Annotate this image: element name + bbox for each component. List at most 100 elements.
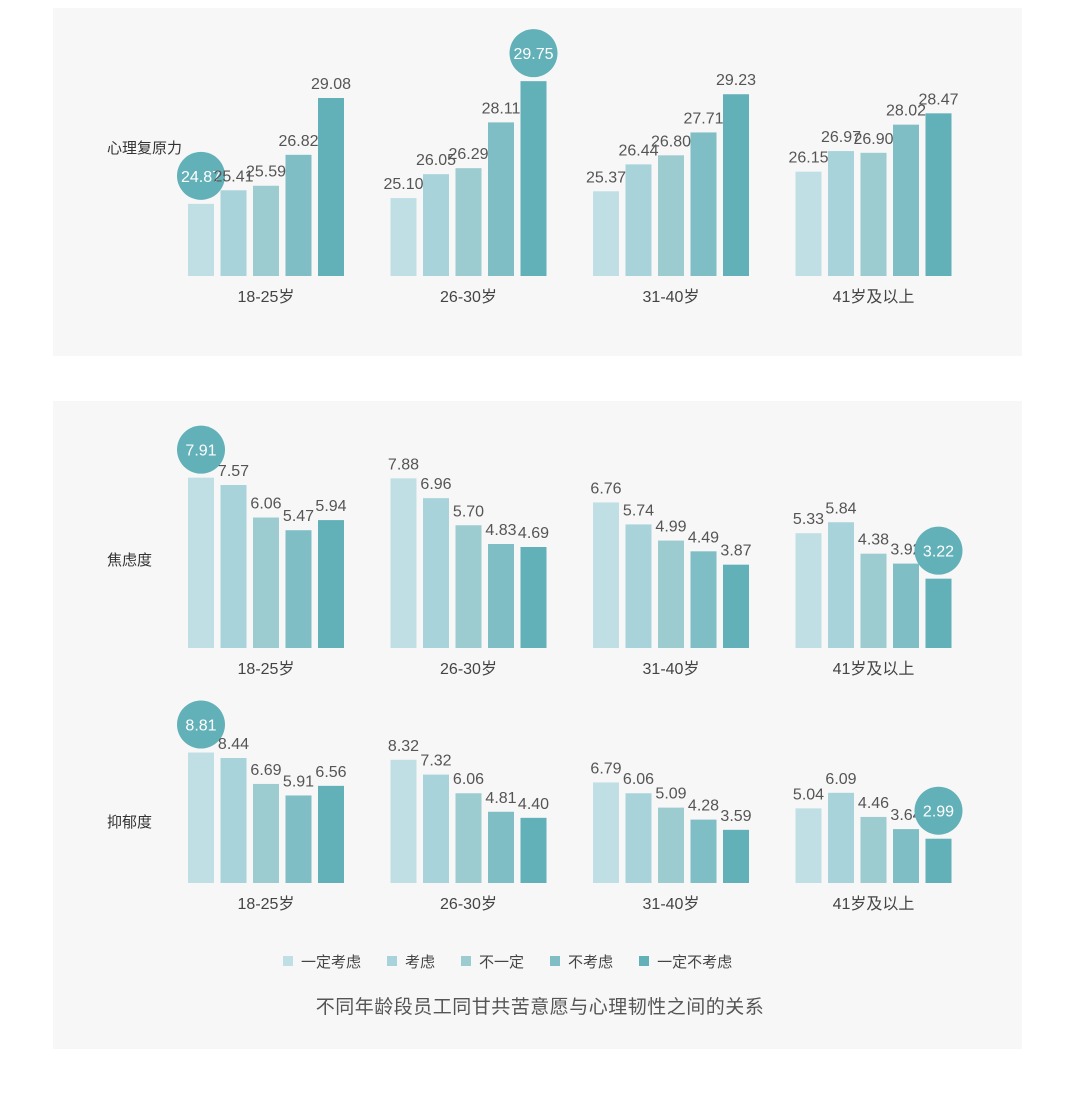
bar bbox=[795, 533, 822, 648]
bar bbox=[828, 792, 854, 883]
bar bbox=[455, 793, 482, 883]
legend-item: 一定考虑 bbox=[283, 951, 361, 972]
bar bbox=[188, 203, 214, 276]
bar bbox=[925, 838, 952, 883]
bar bbox=[860, 816, 887, 883]
data-label: 6.06 bbox=[623, 771, 654, 788]
bar bbox=[285, 530, 312, 648]
bar bbox=[658, 155, 684, 276]
bar bbox=[625, 524, 652, 648]
bar bbox=[593, 191, 619, 276]
bar bbox=[658, 540, 684, 648]
data-label: 26.90 bbox=[853, 131, 893, 148]
legend-swatch bbox=[387, 956, 398, 966]
data-label: 3.92 bbox=[890, 542, 921, 559]
legend-swatch bbox=[283, 956, 293, 966]
data-label: 5.70 bbox=[453, 503, 484, 520]
data-label: 4.38 bbox=[858, 532, 889, 549]
data-label: 25.10 bbox=[383, 176, 423, 193]
bar bbox=[860, 152, 887, 276]
bar bbox=[188, 752, 214, 883]
data-label: 8.81 bbox=[185, 718, 216, 735]
data-label: 5.09 bbox=[655, 786, 686, 803]
data-label: 5.91 bbox=[283, 773, 314, 790]
bar bbox=[925, 113, 952, 277]
data-label: 7.91 bbox=[185, 443, 216, 460]
legend-swatch bbox=[550, 956, 561, 966]
legend: 一定考虑 考虑 不一定 不考虑 一定不考虑 bbox=[283, 950, 758, 972]
data-label: 4.40 bbox=[518, 796, 549, 813]
bar bbox=[795, 808, 822, 883]
data-label: 5.47 bbox=[283, 508, 314, 525]
legend-swatch bbox=[461, 956, 472, 966]
bar bbox=[723, 829, 749, 883]
bar bbox=[593, 782, 619, 883]
y-axis-label: 抑郁度 bbox=[107, 814, 152, 831]
data-label: 7.32 bbox=[420, 753, 451, 770]
data-label: 26.80 bbox=[651, 133, 691, 150]
bar bbox=[220, 190, 247, 276]
data-label: 4.99 bbox=[655, 519, 686, 536]
data-label: 28.11 bbox=[482, 100, 521, 117]
bar bbox=[860, 553, 887, 648]
bar bbox=[423, 498, 449, 648]
data-label: 6.09 bbox=[825, 771, 856, 788]
legend-item: 一定不考虑 bbox=[639, 951, 732, 972]
highlight-circle bbox=[914, 526, 963, 575]
category-label: 31-40岁 bbox=[643, 660, 700, 678]
bar bbox=[423, 174, 449, 276]
legend-item: 不一定 bbox=[461, 951, 524, 972]
category-label: 26-30岁 bbox=[440, 660, 497, 678]
category-label: 31-40岁 bbox=[643, 895, 700, 913]
bar bbox=[625, 164, 652, 276]
data-label: 29.08 bbox=[311, 76, 351, 93]
highlight-circle bbox=[177, 151, 225, 200]
data-label: 28.47 bbox=[918, 91, 958, 108]
legend-label: 考虑 bbox=[405, 953, 436, 971]
bar bbox=[390, 478, 417, 648]
category-label: 18-25岁 bbox=[238, 288, 295, 306]
data-label: 4.69 bbox=[518, 525, 549, 542]
category-label: 18-25岁 bbox=[238, 895, 295, 913]
data-label: 24.87 bbox=[181, 169, 221, 186]
y-axis-label: 心理复原力 bbox=[107, 139, 182, 157]
bar bbox=[593, 502, 619, 648]
data-label: 5.33 bbox=[793, 511, 824, 528]
bar bbox=[893, 124, 919, 276]
bar bbox=[690, 132, 717, 276]
data-label: 25.59 bbox=[246, 164, 286, 181]
bar bbox=[318, 520, 344, 648]
data-label: 8.32 bbox=[388, 738, 419, 755]
data-label: 8.44 bbox=[218, 736, 249, 753]
bar bbox=[658, 807, 684, 883]
data-label: 26.05 bbox=[416, 152, 456, 169]
bar bbox=[455, 525, 482, 648]
data-label: 4.81 bbox=[485, 790, 516, 807]
bar bbox=[253, 185, 279, 276]
bar bbox=[520, 817, 547, 883]
bar bbox=[723, 94, 749, 276]
data-label: 25.41 bbox=[213, 168, 253, 185]
bar bbox=[520, 547, 547, 648]
data-label: 4.49 bbox=[688, 529, 719, 546]
bar bbox=[220, 758, 247, 883]
category-label: 41岁及以上 bbox=[833, 288, 915, 306]
legend-item: 不考虑 bbox=[550, 951, 613, 972]
data-label: 6.06 bbox=[250, 496, 281, 513]
legend-label: 一定考虑 bbox=[301, 953, 362, 971]
data-label: 4.83 bbox=[485, 522, 516, 539]
bar bbox=[488, 122, 514, 276]
data-label: 3.22 bbox=[923, 544, 954, 561]
legend-swatch bbox=[639, 956, 650, 966]
data-label: 5.94 bbox=[315, 498, 346, 515]
bar bbox=[488, 543, 514, 648]
bar bbox=[690, 819, 717, 883]
data-label: 4.46 bbox=[858, 795, 889, 812]
category-label: 31-40岁 bbox=[643, 288, 700, 306]
y-axis-label: 焦虑度 bbox=[107, 552, 152, 569]
data-label: 7.57 bbox=[218, 463, 249, 480]
data-label: 26.29 bbox=[448, 146, 488, 163]
data-label: 29.23 bbox=[716, 72, 756, 89]
bar bbox=[390, 198, 417, 276]
data-label: 6.79 bbox=[590, 760, 621, 777]
